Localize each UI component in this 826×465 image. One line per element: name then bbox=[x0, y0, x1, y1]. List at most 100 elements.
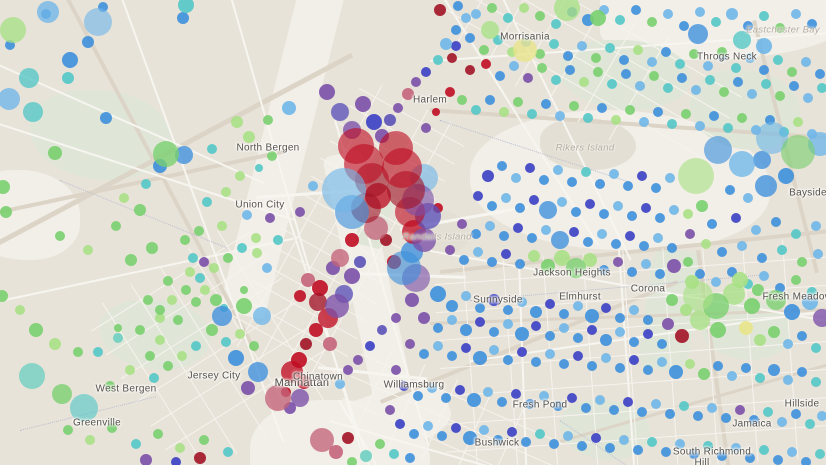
bubble-marker[interactable] bbox=[295, 207, 305, 217]
bubble-marker[interactable] bbox=[791, 275, 801, 285]
bubble-marker[interactable] bbox=[319, 84, 335, 100]
bubble-marker[interactable] bbox=[655, 213, 665, 223]
bubble-marker[interactable] bbox=[432, 108, 440, 116]
bubble-marker[interactable] bbox=[309, 323, 323, 337]
bubble-marker[interactable] bbox=[551, 75, 561, 85]
bubble-marker[interactable] bbox=[163, 276, 173, 286]
bubble-marker[interactable] bbox=[241, 381, 255, 395]
bubble-marker[interactable] bbox=[535, 49, 545, 59]
bubble-marker[interactable] bbox=[773, 55, 783, 65]
bubble-marker[interactable] bbox=[813, 249, 823, 259]
bubble-marker[interactable] bbox=[599, 209, 609, 219]
bubble-marker[interactable] bbox=[471, 9, 481, 19]
bubble-marker[interactable] bbox=[191, 341, 201, 351]
bubble-marker[interactable] bbox=[539, 201, 557, 219]
bubble-marker[interactable] bbox=[308, 181, 318, 191]
bubble-marker[interactable] bbox=[667, 119, 677, 129]
bubble-marker[interactable] bbox=[195, 273, 205, 283]
bubble-marker[interactable] bbox=[125, 254, 137, 266]
bubble-marker[interactable] bbox=[437, 431, 447, 441]
bubble-marker[interactable] bbox=[695, 7, 705, 17]
bubble-marker[interactable] bbox=[83, 245, 93, 255]
bubble-marker[interactable] bbox=[194, 226, 204, 236]
bubble-marker[interactable] bbox=[587, 361, 597, 371]
bubble-marker[interactable] bbox=[479, 425, 489, 435]
bubble-marker[interactable] bbox=[412, 228, 436, 252]
bubble-marker[interactable] bbox=[497, 397, 507, 407]
bubble-marker[interactable] bbox=[282, 101, 296, 115]
bubble-marker[interactable] bbox=[789, 81, 799, 91]
bubble-marker[interactable] bbox=[567, 393, 577, 403]
bubble-marker[interactable] bbox=[703, 61, 713, 71]
bubble-marker[interactable] bbox=[433, 55, 443, 65]
bubble-marker[interactable] bbox=[637, 171, 647, 181]
bubble-marker[interactable] bbox=[745, 53, 755, 63]
bubble-marker[interactable] bbox=[423, 421, 433, 431]
bubble-marker[interactable] bbox=[501, 193, 511, 203]
bubble-marker[interactable] bbox=[549, 439, 559, 449]
bubble-marker[interactable] bbox=[180, 235, 190, 245]
bubble-marker[interactable] bbox=[611, 115, 621, 125]
bubble-marker[interactable] bbox=[639, 117, 649, 127]
bubble-marker[interactable] bbox=[175, 443, 185, 453]
bubble-marker[interactable] bbox=[581, 167, 591, 177]
bubble-marker[interactable] bbox=[566, 258, 586, 278]
bubble-marker[interactable] bbox=[0, 17, 26, 43]
bubble-marker[interactable] bbox=[802, 294, 818, 310]
bubble-marker[interactable] bbox=[52, 384, 72, 404]
bubble-marker[interactable] bbox=[325, 294, 349, 318]
bubble-marker[interactable] bbox=[805, 419, 815, 429]
bubble-marker[interactable] bbox=[553, 165, 563, 175]
bubble-marker[interactable] bbox=[481, 59, 491, 69]
bubble-marker[interactable] bbox=[747, 89, 757, 99]
bubble-marker[interactable] bbox=[273, 235, 283, 245]
bubble-marker[interactable] bbox=[405, 453, 415, 463]
bubble-marker[interactable] bbox=[210, 294, 222, 306]
bubble-marker[interactable] bbox=[485, 95, 495, 105]
bubble-marker[interactable] bbox=[155, 305, 165, 315]
bubble-marker[interactable] bbox=[447, 315, 457, 325]
bubble-marker[interactable] bbox=[665, 173, 675, 183]
bubble-marker[interactable] bbox=[499, 231, 509, 241]
bubble-marker[interactable] bbox=[511, 389, 521, 399]
bubble-marker[interactable] bbox=[343, 365, 353, 375]
bubble-marker[interactable] bbox=[235, 329, 245, 339]
bubble-marker[interactable] bbox=[661, 47, 671, 57]
bubble-marker[interactable] bbox=[775, 283, 785, 293]
bubble-marker[interactable] bbox=[613, 201, 623, 211]
bubble-marker[interactable] bbox=[98, 2, 108, 12]
bubble-marker[interactable] bbox=[451, 41, 461, 51]
bubble-marker[interactable] bbox=[202, 197, 212, 207]
bubble-marker[interactable] bbox=[755, 175, 777, 197]
bubble-marker[interactable] bbox=[345, 233, 359, 247]
bubble-marker[interactable] bbox=[599, 265, 609, 275]
bubble-marker[interactable] bbox=[559, 309, 569, 319]
bubble-marker[interactable] bbox=[710, 322, 726, 338]
bubble-marker[interactable] bbox=[537, 63, 547, 73]
bubble-marker[interactable] bbox=[19, 363, 45, 389]
bubble-marker[interactable] bbox=[623, 397, 633, 407]
bubble-marker[interactable] bbox=[563, 51, 573, 61]
bubble-marker[interactable] bbox=[387, 251, 421, 285]
bubble-marker[interactable] bbox=[639, 241, 649, 251]
bubble-marker[interactable] bbox=[461, 291, 471, 301]
bubble-marker[interactable] bbox=[251, 233, 261, 243]
bubble-marker[interactable] bbox=[781, 135, 815, 169]
bubble-marker[interactable] bbox=[713, 361, 723, 371]
bubble-marker[interactable] bbox=[393, 103, 403, 113]
bubble-marker[interactable] bbox=[0, 88, 20, 110]
bubble-marker[interactable] bbox=[773, 455, 783, 465]
bubble-marker[interactable] bbox=[643, 365, 653, 375]
bubble-marker[interactable] bbox=[565, 65, 575, 75]
bubble-marker[interactable] bbox=[607, 79, 617, 89]
bubble-marker[interactable] bbox=[487, 201, 497, 211]
bubble-marker[interactable] bbox=[787, 447, 797, 457]
bubble-marker[interactable] bbox=[384, 114, 396, 126]
bubble-marker[interactable] bbox=[62, 72, 74, 84]
bubble-marker[interactable] bbox=[84, 8, 112, 36]
bubble-marker[interactable] bbox=[577, 441, 587, 451]
bubble-marker[interactable] bbox=[73, 347, 83, 357]
bubble-marker[interactable] bbox=[217, 221, 227, 231]
bubble-marker[interactable] bbox=[177, 12, 189, 24]
bubble-marker[interactable] bbox=[527, 109, 537, 119]
